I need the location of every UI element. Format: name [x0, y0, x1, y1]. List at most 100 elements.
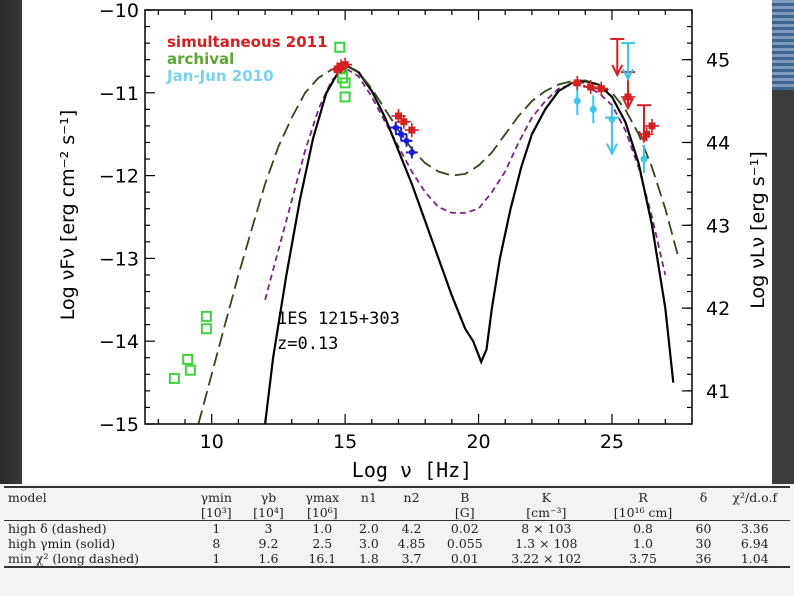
table-unit-cell: [387, 505, 436, 521]
table-row: high γmin (solid) 8 9.2 2.5 3.0 4.85 0.0…: [4, 536, 790, 551]
table-header-row: model γmin γb γmax n1 n2 B K R δ χ²/d.o.…: [4, 486, 790, 505]
table-cell: 2.5: [312, 536, 333, 551]
table-unit-cell: [cm⁻³]: [494, 505, 599, 521]
table-cell: 1: [212, 521, 221, 536]
table-cell: 3.22 × 102: [494, 551, 599, 568]
table-header-cell: γb: [242, 486, 295, 505]
data-point-simultaneous: [333, 66, 341, 74]
data-point-archival: [200, 310, 212, 322]
table-unit-cell: [4, 505, 190, 521]
y-tick-label: −12: [99, 166, 139, 188]
table-cell: 3.0: [358, 536, 379, 551]
table-header-cell: n1: [350, 486, 388, 505]
table-unit-cell: [10³]: [189, 505, 243, 521]
table-cell: 1.8: [350, 551, 388, 568]
table-row: high δ (dashed) 1 3 1.0 2.0 4.2 0.02 8 ×…: [4, 521, 790, 537]
table-cell: 4.2: [401, 521, 422, 536]
upper-limit-arrow-jan-jun-2010: [622, 68, 634, 82]
data-point-archival: [200, 323, 212, 335]
table-cell: 2.0: [358, 521, 379, 536]
data-point-simultaneous: [337, 62, 345, 70]
data-point-archival: [339, 91, 351, 103]
data-point-jan-jun-2010: [573, 97, 581, 105]
table-header-cell: B: [435, 486, 495, 505]
data-point-simultaneous: [408, 126, 416, 134]
table-cell: 6.94: [740, 536, 769, 551]
data-point-xray: [408, 149, 415, 156]
table-cell: 0.02: [450, 521, 479, 536]
table-cell: 60: [695, 521, 712, 536]
table-header-cell: γmax: [294, 486, 351, 505]
y2-tick-label: 41: [706, 381, 730, 403]
data-point-xray: [403, 137, 410, 144]
y-tick-label: −10: [99, 0, 139, 22]
parameter-table-panel: model γmin γb γmax n1 n2 B K R δ χ²/d.o.…: [0, 484, 794, 596]
data-point-simultaneous: [573, 79, 581, 87]
chart-title: 1ES 1215+303: [277, 309, 400, 329]
y2-tick-label: 42: [706, 298, 730, 320]
table-cell: 1.3 × 108: [515, 536, 578, 551]
table-unit-cell: [687, 505, 720, 521]
chart-subtitle: z=0.13: [277, 334, 338, 354]
table-cell: 8: [212, 536, 221, 551]
y-tick-label: −15: [99, 414, 139, 436]
table-header-cell: n2: [387, 486, 436, 505]
upper-limit-arrow-simultaneous: [622, 97, 634, 111]
table-header-cell: R: [598, 486, 688, 505]
data-point-simultaneous: [400, 118, 408, 126]
table-cell: 1.6: [242, 551, 295, 568]
y-tick-label: −13: [99, 248, 139, 270]
y-tick-label: −14: [99, 331, 139, 353]
table-cell: min χ² (long dashed): [4, 551, 190, 568]
data-point-xray: [392, 124, 399, 131]
upper-limit-arrow-jan-jun-2010: [606, 143, 618, 156]
x-tick-label: 25: [600, 431, 624, 453]
table-unit-cell: [10¹⁶ cm]: [598, 505, 688, 521]
data-point-simultaneous: [648, 122, 656, 130]
table-header-cell: K: [494, 486, 599, 505]
table-cell: high δ (dashed): [8, 521, 107, 536]
table-unit-cell: [350, 505, 388, 521]
y2-tick-label: 44: [706, 132, 730, 154]
table-cell: 0.01: [435, 551, 495, 568]
data-point-simultaneous: [341, 61, 349, 69]
data-point-archival: [184, 364, 196, 376]
x-tick-label: 10: [200, 431, 224, 453]
upper-limit-arrow-simultaneous: [638, 130, 650, 144]
table-header-cell: γmin: [189, 486, 243, 505]
data-point-archival: [168, 372, 180, 384]
x-axis-label: Log ν [Hz]: [352, 458, 472, 482]
data-point-jan-jun-2010: [589, 105, 597, 113]
table-cell: 3: [264, 521, 273, 536]
table-cell: 30: [695, 536, 712, 551]
upper-limit-arrow-simultaneous: [611, 64, 624, 78]
table-cell: 4.85: [397, 536, 426, 551]
data-point-simultaneous: [394, 112, 402, 120]
sed-chart: 10 15 20 25 −15 −14 −13 −12 −11 −10 41 42 43 44 45 sim…: [57, 0, 769, 482]
data-point-jan-jun-2010: [640, 155, 648, 163]
y-axis-label: Log νFν [erg cm⁻² s⁻¹]: [57, 110, 79, 320]
data-point-archival: [334, 41, 346, 53]
table-units-row: [10³] [10⁴] [10⁶] [G] [cm⁻³] [10¹⁶ cm]: [4, 505, 790, 521]
data-point-archival: [339, 77, 351, 89]
x-tick-label: 20: [466, 431, 490, 453]
y2-tick-label: 45: [706, 50, 730, 72]
legend-entry-archival: archival: [167, 50, 234, 68]
table-row: min χ² (long dashed) 1 1.6 16.1 1.8 3.7 …: [4, 551, 790, 568]
table-unit-cell: [G]: [435, 505, 495, 521]
table-cell: 1.04: [719, 551, 790, 568]
table-cell: 0.8: [633, 521, 653, 536]
table-cell: 36: [687, 551, 720, 568]
table-cell: 1: [189, 551, 243, 568]
table-unit-cell: [10⁴]: [242, 505, 295, 521]
data-point-simultaneous: [597, 85, 605, 93]
data-point-xray: [398, 131, 405, 138]
table-cell: 8 × 103: [521, 521, 572, 536]
table-header-cell: model: [4, 486, 190, 505]
parameter-table: model γmin γb γmax n1 n2 B K R δ χ²/d.o.…: [4, 486, 790, 568]
model-curve-longdashed: [197, 63, 680, 424]
y2-tick-label: 43: [706, 215, 730, 237]
legend-entry-simultaneous: simultaneous 2011: [167, 33, 328, 51]
figure-panel: 10 15 20 25 −15 −14 −13 −12 −11 −10 41 42 43 44 45 sim…: [22, 0, 772, 484]
table-header-cell: χ²/d.o.f: [719, 486, 790, 505]
